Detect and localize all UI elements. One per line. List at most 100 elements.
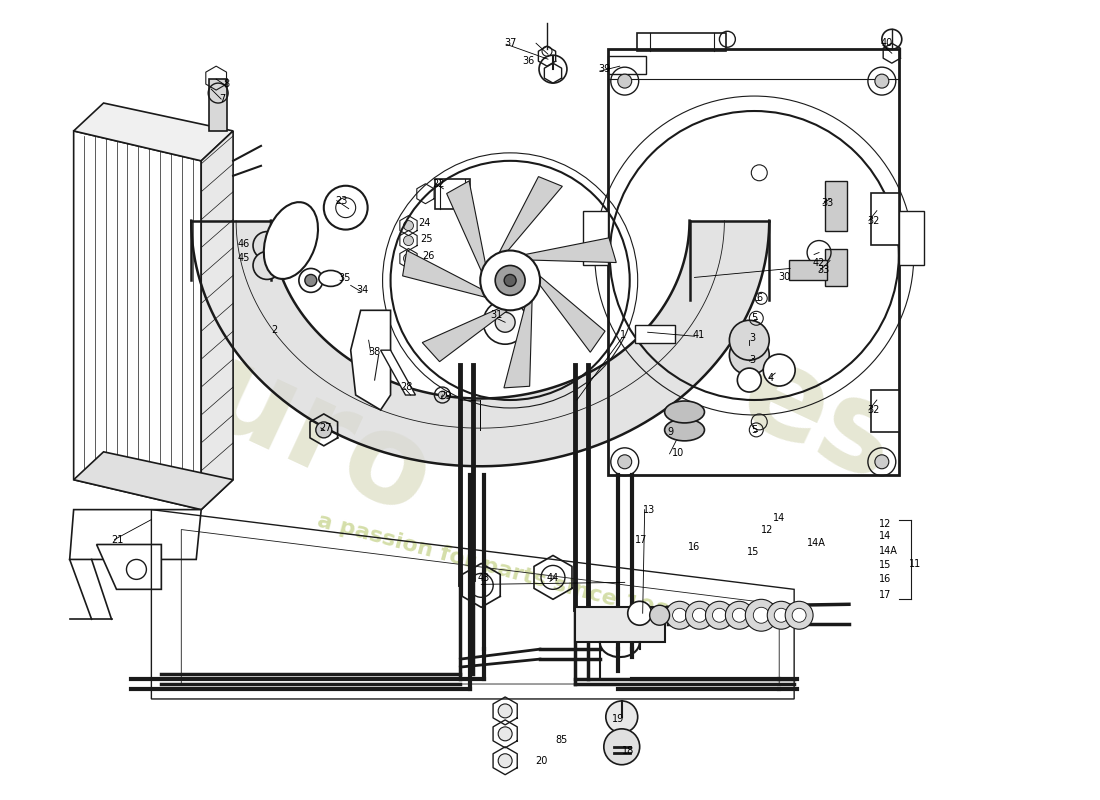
Polygon shape bbox=[201, 131, 233, 510]
Text: 40: 40 bbox=[881, 38, 893, 48]
Text: 44: 44 bbox=[547, 574, 559, 583]
Text: 29: 29 bbox=[439, 391, 452, 401]
Text: 36: 36 bbox=[522, 56, 535, 66]
Text: 2: 2 bbox=[271, 326, 277, 335]
Circle shape bbox=[336, 198, 355, 218]
Circle shape bbox=[763, 354, 795, 386]
Bar bbox=[575, 607, 664, 642]
Circle shape bbox=[305, 274, 317, 286]
Text: 15: 15 bbox=[879, 561, 891, 570]
Circle shape bbox=[618, 455, 631, 469]
Circle shape bbox=[672, 608, 686, 622]
Polygon shape bbox=[351, 310, 390, 410]
Text: 14: 14 bbox=[773, 513, 785, 522]
Text: 38: 38 bbox=[368, 347, 381, 357]
Circle shape bbox=[618, 74, 631, 88]
Bar bbox=[899, 210, 924, 266]
Polygon shape bbox=[525, 238, 616, 262]
Text: 7: 7 bbox=[219, 94, 225, 104]
Text: 8: 8 bbox=[223, 79, 229, 89]
Text: 16: 16 bbox=[879, 574, 891, 584]
Circle shape bbox=[713, 608, 726, 622]
Circle shape bbox=[404, 221, 414, 230]
Text: 32: 32 bbox=[867, 216, 879, 226]
Text: 17: 17 bbox=[879, 590, 891, 600]
Text: 15: 15 bbox=[747, 547, 760, 558]
Circle shape bbox=[746, 599, 778, 631]
Polygon shape bbox=[447, 181, 485, 272]
Circle shape bbox=[693, 608, 706, 622]
Ellipse shape bbox=[264, 202, 318, 279]
Polygon shape bbox=[403, 250, 485, 298]
Text: 19: 19 bbox=[612, 714, 624, 724]
Text: 14A: 14A bbox=[879, 546, 898, 557]
Circle shape bbox=[685, 602, 714, 630]
Text: 3: 3 bbox=[749, 355, 756, 365]
Circle shape bbox=[495, 312, 515, 332]
Text: 1: 1 bbox=[619, 330, 626, 340]
Text: 16: 16 bbox=[688, 542, 700, 553]
Text: 41: 41 bbox=[693, 330, 705, 340]
Circle shape bbox=[650, 606, 670, 626]
Text: 5: 5 bbox=[751, 425, 758, 435]
Circle shape bbox=[498, 727, 513, 741]
Bar bbox=[825, 181, 847, 230]
Bar bbox=[209, 79, 227, 131]
Text: 11: 11 bbox=[909, 559, 921, 570]
Polygon shape bbox=[69, 510, 201, 559]
Circle shape bbox=[628, 602, 651, 626]
Text: 22: 22 bbox=[432, 178, 444, 189]
Text: 34: 34 bbox=[356, 286, 369, 295]
Text: 25: 25 bbox=[420, 234, 433, 243]
Circle shape bbox=[253, 231, 280, 259]
Bar bbox=[637, 34, 726, 51]
Polygon shape bbox=[504, 301, 532, 388]
Bar bbox=[436, 178, 471, 209]
Text: 32: 32 bbox=[867, 405, 879, 415]
Text: 33: 33 bbox=[817, 266, 829, 275]
Polygon shape bbox=[74, 131, 201, 510]
Text: 31: 31 bbox=[491, 310, 503, 320]
Text: 26: 26 bbox=[422, 250, 435, 261]
Text: 24: 24 bbox=[418, 218, 431, 228]
Circle shape bbox=[725, 602, 754, 630]
Text: 43: 43 bbox=[477, 574, 490, 583]
Circle shape bbox=[754, 607, 769, 623]
Circle shape bbox=[792, 608, 806, 622]
Circle shape bbox=[767, 602, 795, 630]
Circle shape bbox=[299, 269, 322, 292]
Circle shape bbox=[495, 266, 525, 295]
Text: 6: 6 bbox=[757, 294, 762, 303]
Text: a passion for parts since 1985: a passion for parts since 1985 bbox=[315, 510, 685, 628]
Text: 14: 14 bbox=[879, 530, 891, 541]
Text: 12: 12 bbox=[761, 525, 773, 534]
Circle shape bbox=[404, 254, 414, 263]
Text: 17: 17 bbox=[635, 534, 647, 545]
Polygon shape bbox=[422, 308, 508, 362]
Bar bbox=[635, 326, 674, 343]
Text: 45: 45 bbox=[238, 254, 250, 263]
Text: 21: 21 bbox=[111, 534, 124, 545]
Text: 3: 3 bbox=[749, 334, 756, 343]
Polygon shape bbox=[381, 350, 416, 395]
Bar bbox=[871, 193, 899, 245]
Text: 8: 8 bbox=[556, 735, 561, 745]
Bar bbox=[608, 56, 646, 74]
Circle shape bbox=[606, 701, 638, 733]
Text: 28: 28 bbox=[400, 382, 412, 392]
Circle shape bbox=[874, 455, 889, 469]
Circle shape bbox=[604, 729, 640, 765]
Polygon shape bbox=[540, 276, 605, 352]
Circle shape bbox=[666, 602, 693, 630]
Bar bbox=[583, 210, 608, 266]
Circle shape bbox=[439, 391, 447, 399]
Text: 10: 10 bbox=[672, 448, 684, 458]
Polygon shape bbox=[97, 545, 162, 590]
Circle shape bbox=[253, 251, 280, 279]
Bar bbox=[825, 249, 847, 286]
Text: euro: euro bbox=[110, 298, 452, 542]
Polygon shape bbox=[191, 221, 769, 466]
Text: 39: 39 bbox=[597, 64, 611, 74]
Text: 13: 13 bbox=[642, 505, 654, 514]
Text: 33: 33 bbox=[821, 198, 834, 208]
